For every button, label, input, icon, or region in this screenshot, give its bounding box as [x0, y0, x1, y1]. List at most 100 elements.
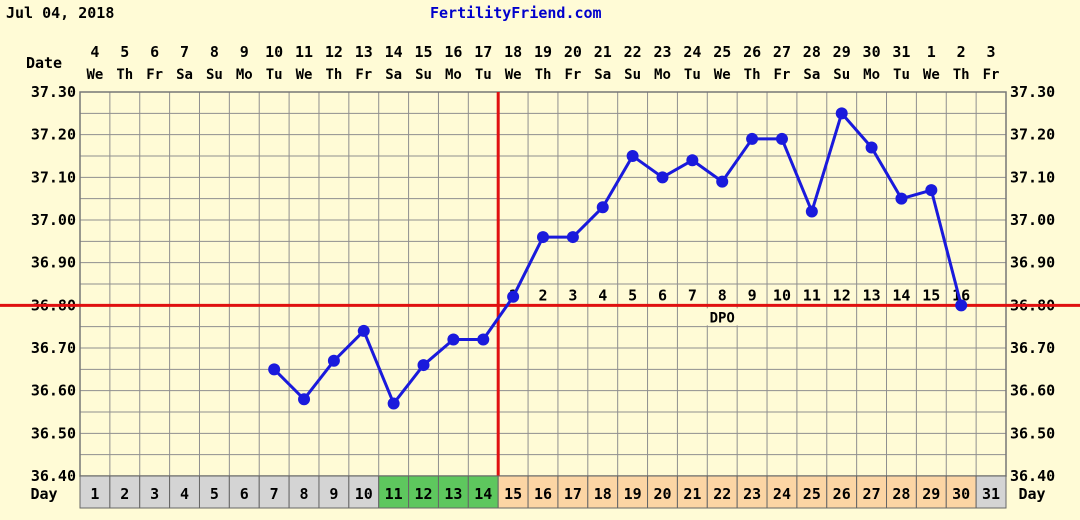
dpo-number: 9 — [748, 286, 757, 304]
date-label: 21 — [594, 43, 612, 61]
day-cell — [856, 475, 888, 509]
dpo-number: 3 — [568, 286, 577, 304]
temperature-point — [835, 107, 848, 120]
y-tick-label-left: 37.00 — [31, 211, 76, 229]
temperature-point — [716, 175, 729, 188]
date-label: 14 — [385, 43, 403, 61]
day-cell — [79, 475, 111, 509]
temperature-line-segment — [273, 368, 306, 401]
date-label: 30 — [863, 43, 881, 61]
date-label: 22 — [624, 43, 642, 61]
temperature-point — [387, 397, 400, 410]
temperature-point — [298, 393, 311, 406]
dpo-number: 4 — [598, 286, 607, 304]
dpo-number: 14 — [892, 286, 910, 304]
weekday-label: Th — [116, 67, 133, 83]
date-label: 20 — [564, 43, 582, 61]
weekday-label: We — [714, 67, 731, 83]
day-number: 19 — [624, 485, 642, 503]
dpo-number: 7 — [688, 286, 697, 304]
day-row-label-right: Day — [1018, 485, 1045, 503]
day-cell — [975, 475, 1007, 509]
day-number: 18 — [594, 485, 612, 503]
weekday-label: Sa — [176, 67, 193, 83]
day-number: 10 — [355, 485, 373, 503]
dpo-number: 5 — [628, 286, 637, 304]
day-cell — [288, 475, 320, 509]
day-cell — [886, 475, 917, 509]
weekday-label: We — [923, 67, 940, 83]
y-tick-label-left: 36.50 — [31, 424, 76, 442]
day-cell — [736, 475, 768, 509]
temperature-line-segment — [482, 295, 515, 341]
weekday-label: Su — [624, 67, 641, 83]
weekday-label: Th — [535, 67, 552, 83]
y-tick-label-right: 37.10 — [1010, 168, 1055, 186]
day-cell — [348, 475, 380, 509]
weekday-label: Sa — [385, 67, 402, 83]
dpo-number: 13 — [863, 286, 881, 304]
y-tick-label-right: 36.60 — [1010, 382, 1055, 400]
temperature-point — [955, 299, 968, 312]
day-cell — [258, 475, 290, 509]
dpo-number: 10 — [773, 286, 791, 304]
temperature-point — [925, 184, 938, 197]
date-row-label: Date — [26, 54, 62, 72]
date-label: 13 — [355, 43, 373, 61]
y-tick-label-left: 37.10 — [31, 168, 76, 186]
weekday-label: Mo — [236, 67, 253, 83]
weekday-label: We — [296, 67, 313, 83]
dpo-label-bg — [702, 308, 743, 326]
y-tick-label-right: 36.40 — [1010, 467, 1055, 485]
date-label: 15 — [414, 43, 432, 61]
chart-date: Jul 04, 2018 — [6, 4, 115, 22]
day-number: 14 — [474, 485, 492, 503]
day-number: 1 — [90, 485, 99, 503]
dpo-label: DPO — [710, 310, 735, 326]
day-number: 24 — [773, 485, 791, 503]
day-number: 30 — [952, 485, 970, 503]
dpo-number: 11 — [803, 286, 821, 304]
day-cell — [796, 475, 828, 509]
date-label: 25 — [713, 43, 731, 61]
day-cell — [766, 475, 798, 509]
temperature-line-segment — [810, 112, 844, 212]
day-number: 7 — [270, 485, 279, 503]
day-number: 27 — [863, 485, 881, 503]
date-label: 1 — [927, 43, 936, 61]
day-number: 3 — [150, 485, 159, 503]
day-cell — [587, 475, 619, 509]
dpo-number: 12 — [833, 286, 851, 304]
date-label: 4 — [90, 43, 99, 61]
y-tick-label-left: 37.30 — [31, 83, 76, 101]
weekday-label: Tu — [475, 67, 492, 83]
temperature-line-segment — [302, 359, 336, 401]
site-name[interactable]: FertilityFriend.com — [430, 4, 602, 22]
temperature-point — [268, 363, 281, 376]
day-number: 16 — [534, 485, 552, 503]
day-cell — [617, 475, 649, 509]
temperature-point — [775, 132, 788, 145]
date-label: 8 — [210, 43, 219, 61]
day-number: 25 — [803, 485, 821, 503]
date-label: 11 — [295, 43, 313, 61]
y-tick-label-left: 37.20 — [31, 126, 76, 144]
temperature-line-segment — [929, 189, 963, 306]
y-tick-label-right: 37.00 — [1010, 211, 1055, 229]
date-label: 29 — [833, 43, 851, 61]
day-cell — [706, 475, 738, 509]
date-label: 19 — [534, 43, 552, 61]
temperature-line-segment — [780, 138, 814, 213]
weekday-label: We — [505, 67, 522, 83]
date-label: 24 — [683, 43, 701, 61]
temperature-point — [537, 231, 549, 244]
temperature-line-segment — [362, 330, 396, 405]
temperature-line-segment — [422, 338, 455, 367]
date-label: 23 — [653, 43, 671, 61]
temperature-point — [626, 150, 639, 162]
temperature-line-segment — [392, 364, 425, 405]
temperature-line-segment — [332, 329, 365, 362]
date-label: 17 — [474, 43, 492, 61]
day-number: 5 — [210, 485, 219, 503]
y-tick-label-right: 37.30 — [1010, 83, 1055, 101]
